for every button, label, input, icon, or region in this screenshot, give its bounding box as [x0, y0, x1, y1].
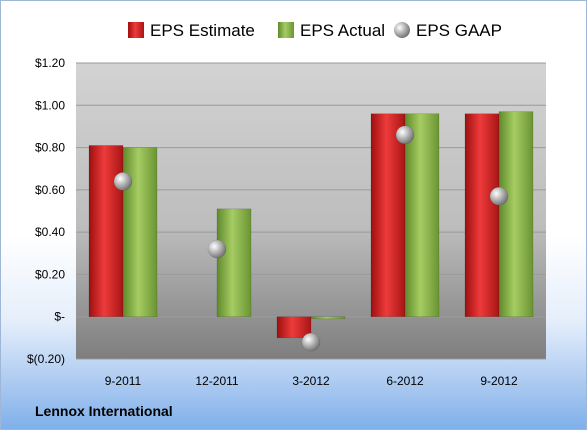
legend-label: EPS GAAP	[416, 21, 502, 40]
y-tick-label: $0.80	[35, 141, 65, 155]
estimate-bar	[88, 145, 124, 317]
legend-swatch	[128, 22, 144, 38]
legend-label: EPS Actual	[300, 21, 385, 40]
x-tick-label: 9-2012	[480, 374, 518, 388]
legend: EPS Estimate EPS Actual EPS GAAP	[128, 21, 502, 40]
estimate-bar	[464, 113, 500, 317]
x-tick-label: 12-2011	[195, 374, 238, 388]
y-tick-label: $0.40	[35, 225, 65, 239]
gaap-markers	[113, 125, 509, 352]
actual-bar	[498, 111, 534, 317]
gaap-marker	[113, 172, 133, 191]
y-tick-label: $0.20	[35, 267, 65, 281]
x-tick-label: 3-2012	[292, 374, 330, 388]
y-tick-label: $1.20	[35, 56, 65, 70]
actual-bar	[216, 208, 252, 317]
estimate-bar	[276, 316, 312, 339]
gaap-marker	[395, 125, 415, 145]
legend-swatch	[278, 22, 294, 38]
y-tick-label: $1.00	[35, 98, 65, 112]
x-axis-labels: 9-2011 12-2011 3-2012 6-2012 9-2012	[105, 374, 518, 388]
bars	[88, 111, 534, 339]
x-tick-label: 9-2011	[105, 374, 142, 388]
actual-bar	[404, 113, 440, 317]
actual-bar	[310, 316, 346, 320]
y-axis-labels: $(0.20) $- $0.20 $0.40 $0.60 $0.80 $1.00 $1.20	[27, 56, 65, 366]
estimate-bar	[370, 113, 406, 317]
y-tick-label: $-	[54, 310, 65, 324]
gaap-marker	[301, 332, 321, 352]
x-tick-label: 6-2012	[386, 374, 424, 388]
y-tick-label: $0.60	[35, 183, 65, 197]
legend-swatch	[394, 22, 410, 38]
gaap-marker	[489, 186, 509, 206]
legend-label: EPS Estimate	[150, 21, 255, 40]
actual-bar	[122, 147, 158, 317]
company-name: Lennox International	[35, 403, 173, 419]
gaap-marker	[207, 239, 227, 259]
y-tick-label: $(0.20)	[27, 352, 65, 366]
